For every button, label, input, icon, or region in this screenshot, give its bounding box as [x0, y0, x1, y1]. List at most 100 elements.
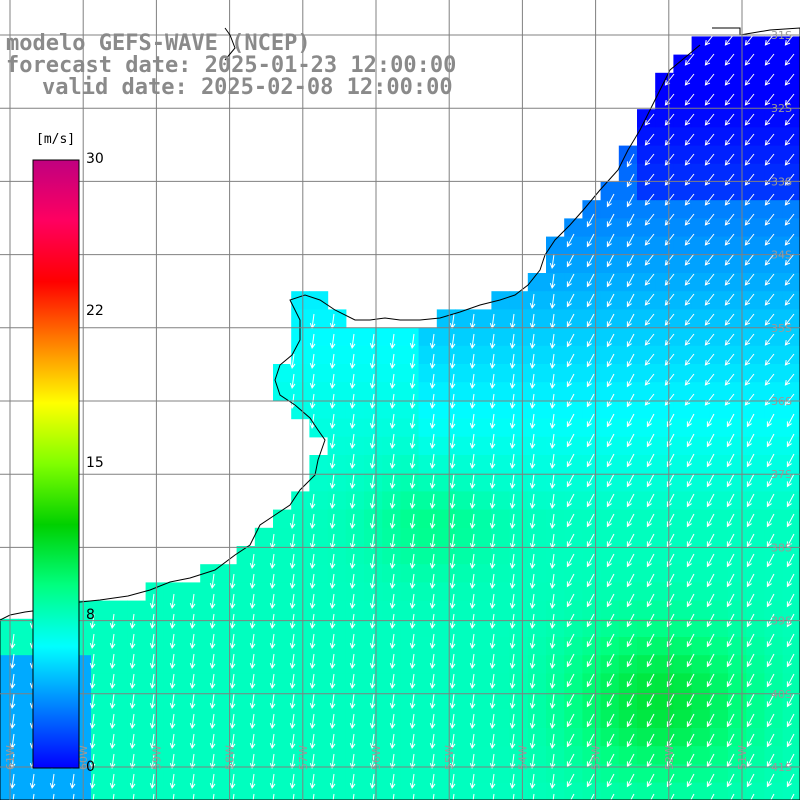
wind-arrow — [369, 773, 376, 789]
wind-speed-cell — [691, 91, 711, 110]
longitude-labels: 61W 60W 59W 58W 57W 56W 55W 54W 53W 52W 51W — [4, 745, 749, 770]
wind-speed-cell — [546, 491, 565, 511]
wind-speed-cell — [709, 163, 729, 183]
wind-arrow — [626, 673, 635, 688]
wind-arrow — [289, 573, 296, 589]
wind-arrow — [646, 573, 655, 588]
wind-speed-cell — [382, 764, 401, 784]
wind-speed-cell — [327, 655, 347, 674]
wind-speed-cell — [509, 473, 529, 492]
wind-arrow — [644, 353, 655, 366]
wind-speed-cell — [182, 673, 201, 693]
wind-arrow — [389, 473, 396, 489]
wind-speed-cell — [163, 782, 183, 802]
wind-speed-cell — [473, 618, 492, 638]
wind-arrow — [389, 453, 396, 469]
wind-speed-cell — [564, 582, 583, 602]
wind-arrow — [744, 213, 755, 226]
wind-arrow — [149, 733, 156, 749]
wind-speed-cell — [691, 546, 711, 565]
wind-arrow — [566, 673, 575, 688]
wind-arrow — [369, 673, 376, 689]
wind-arrow — [766, 453, 775, 468]
wind-arrow — [746, 713, 755, 728]
wind-arrow — [529, 333, 536, 349]
wind-speed-cell — [345, 473, 365, 492]
wind-arrow — [684, 93, 695, 106]
wind-arrow — [706, 573, 715, 588]
wind-speed-cell — [327, 382, 347, 401]
wind-speed-cell — [309, 764, 329, 784]
wind-speed-cell — [691, 728, 711, 747]
wind-arrow — [686, 413, 695, 428]
wind-speed-cell — [673, 273, 693, 292]
wind-arrow — [766, 533, 775, 548]
wind-speed-cell — [182, 618, 201, 638]
wind-speed-cell — [218, 600, 238, 620]
wind-arrow — [606, 573, 615, 588]
wind-speed-cell — [637, 582, 656, 602]
wind-speed-cell — [582, 600, 602, 620]
wind-arrow — [249, 693, 256, 709]
wind-arrow — [786, 493, 795, 508]
wind-arrow — [309, 573, 316, 589]
wind-speed-cell — [655, 491, 674, 511]
wind-speed-cell — [564, 236, 583, 256]
wind-speed-cell — [618, 618, 638, 638]
wind-arrow — [549, 473, 556, 489]
wind-speed-cell — [564, 473, 583, 492]
wind-speed-cell — [291, 327, 310, 347]
wind-speed-cell — [600, 182, 620, 201]
wind-speed-cell — [473, 709, 492, 729]
wind-speed-cell — [764, 327, 784, 347]
wind-speed-cell — [436, 345, 456, 365]
wind-speed-cell — [691, 382, 711, 401]
wind-arrow — [309, 773, 316, 789]
wind-arrow — [646, 673, 655, 688]
wind-speed-cell — [709, 127, 729, 147]
wind-arrow — [469, 773, 476, 789]
wind-speed-cell — [582, 291, 602, 310]
wind-arrow — [409, 453, 416, 469]
wind-arrow — [429, 453, 436, 469]
wind-speed-cell — [455, 691, 474, 711]
wind-arrow — [249, 553, 256, 569]
wind-arrow — [686, 493, 695, 508]
wind-speed-cell — [200, 655, 219, 674]
wind-speed-cell — [273, 746, 292, 765]
wind-arrow — [586, 453, 595, 468]
wind-speed-cell — [782, 200, 800, 219]
wind-speed-cell — [673, 54, 693, 74]
wind-speed-cell — [400, 491, 420, 511]
wind-speed-cell — [746, 36, 765, 56]
wind-arrow — [409, 633, 416, 649]
wind-arrow — [429, 633, 436, 649]
wind-speed-cell — [182, 746, 201, 765]
wind-speed-cell — [327, 418, 347, 438]
wind-arrow — [269, 733, 276, 749]
wind-arrow — [369, 753, 376, 769]
wind-arrow — [529, 553, 536, 569]
wind-arrow — [429, 493, 436, 509]
wind-arrow — [9, 773, 16, 789]
wind-speed-cell — [782, 291, 800, 310]
wind-arrow — [409, 333, 416, 349]
wind-arrow — [786, 533, 795, 548]
wind-arrow — [644, 313, 655, 326]
wind-arrow — [449, 513, 456, 529]
wind-arrow — [566, 753, 575, 768]
wind-speed-cell — [218, 746, 238, 765]
wind-speed-cell — [527, 418, 547, 438]
wind-speed-cell — [382, 473, 401, 492]
wind-arrow — [786, 693, 795, 708]
wind-speed-cell — [764, 382, 784, 401]
wind-speed-cell — [436, 418, 456, 438]
wind-arrow — [209, 633, 216, 649]
wind-speed-cell — [345, 436, 365, 456]
wind-speed-cell — [691, 473, 711, 492]
wind-arrow — [329, 473, 336, 489]
wind-arrow — [566, 513, 575, 528]
wind-speed-cell — [382, 728, 401, 747]
wind-speed-cell — [436, 655, 456, 674]
colorbar-tick-label: 22 — [86, 303, 104, 319]
